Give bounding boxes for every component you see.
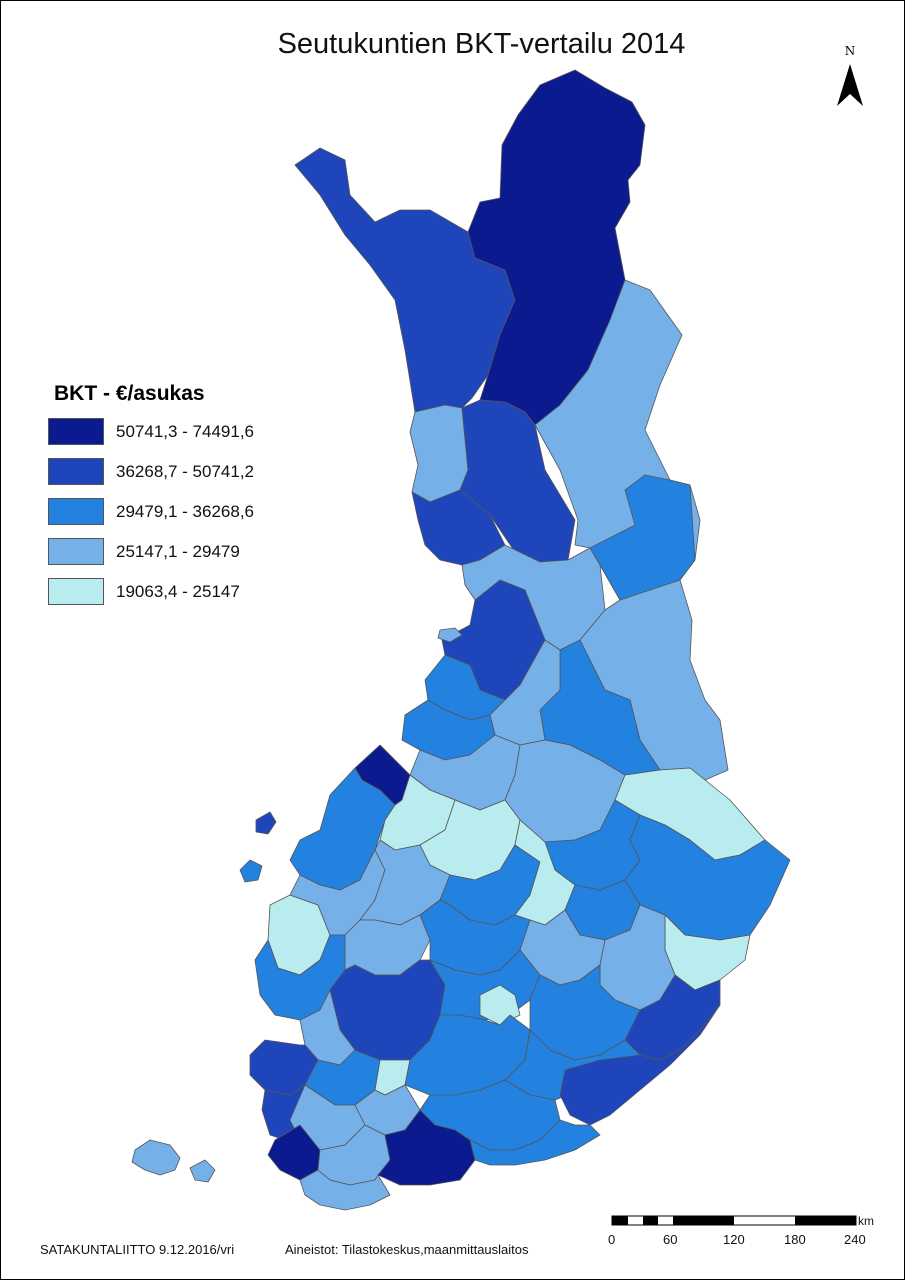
region-aland-b[interactable] (189, 1159, 216, 1183)
region-aland[interactable] (131, 1139, 181, 1176)
footer-sources: Aineistot: Tilastokeskus,maanmittauslait… (285, 1242, 529, 1257)
legend-item-1: 50741,3 - 74491,6 (48, 418, 308, 448)
north-arrow-icon (837, 64, 863, 106)
legend-swatch (48, 498, 104, 525)
legend-swatch (48, 578, 104, 605)
scale-tick: 180 (784, 1232, 806, 1247)
legend-title: BKT - €/asukas (54, 382, 205, 405)
region-tunturi-lappi[interactable] (294, 147, 516, 413)
region-loviisa[interactable] (469, 1119, 601, 1166)
scale-bar-graphic (611, 1215, 857, 1226)
scale-tick: 0 (608, 1232, 616, 1247)
scale-tick: 60 (663, 1232, 678, 1247)
region-raasepori[interactable] (299, 1169, 391, 1211)
scale-bar: km 0 60 120 180 240 (608, 1214, 890, 1254)
legend-item-5: 19063,4 - 25147 (48, 578, 308, 608)
legend-swatch (48, 538, 104, 565)
scale-tick: 240 (844, 1232, 866, 1247)
region-koillismaa[interactable] (589, 474, 696, 601)
legend-label: 19063,4 - 25147 (116, 582, 240, 601)
north-label: N (844, 44, 856, 58)
legend-swatch (48, 418, 104, 445)
map-title: Seutukuntien BKT-vertailu 2014 (277, 28, 686, 60)
region-pohjois-lappi[interactable] (467, 69, 646, 426)
scale-tick: 120 (723, 1232, 745, 1247)
region-kvarken-b[interactable] (239, 859, 263, 883)
region-kotka[interactable] (559, 1004, 721, 1126)
legend-label: 50741,3 - 74491,6 (116, 422, 255, 441)
legend-item-2: 36268,7 - 50741,2 (48, 458, 308, 488)
legend-swatch (48, 458, 104, 485)
legend-item-3: 29479,1 - 36268,6 (48, 498, 308, 528)
legend-label: 29479,1 - 36268,6 (116, 502, 255, 521)
region-kvarken-a[interactable] (255, 811, 277, 835)
legend-label: 36268,7 - 50741,2 (116, 462, 255, 481)
legend-label: 25147,1 - 29479 (116, 542, 240, 561)
legend-item-4: 25147,1 - 29479 (48, 538, 308, 568)
region-island-hailuoto[interactable] (437, 627, 463, 643)
north-arrow: N (830, 44, 870, 110)
footer-credit: SATAKUNTALIITTO 9.12.2016/vri (40, 1242, 235, 1257)
region-torniolaakso[interactable] (409, 404, 469, 503)
scale-unit: km (858, 1214, 874, 1228)
